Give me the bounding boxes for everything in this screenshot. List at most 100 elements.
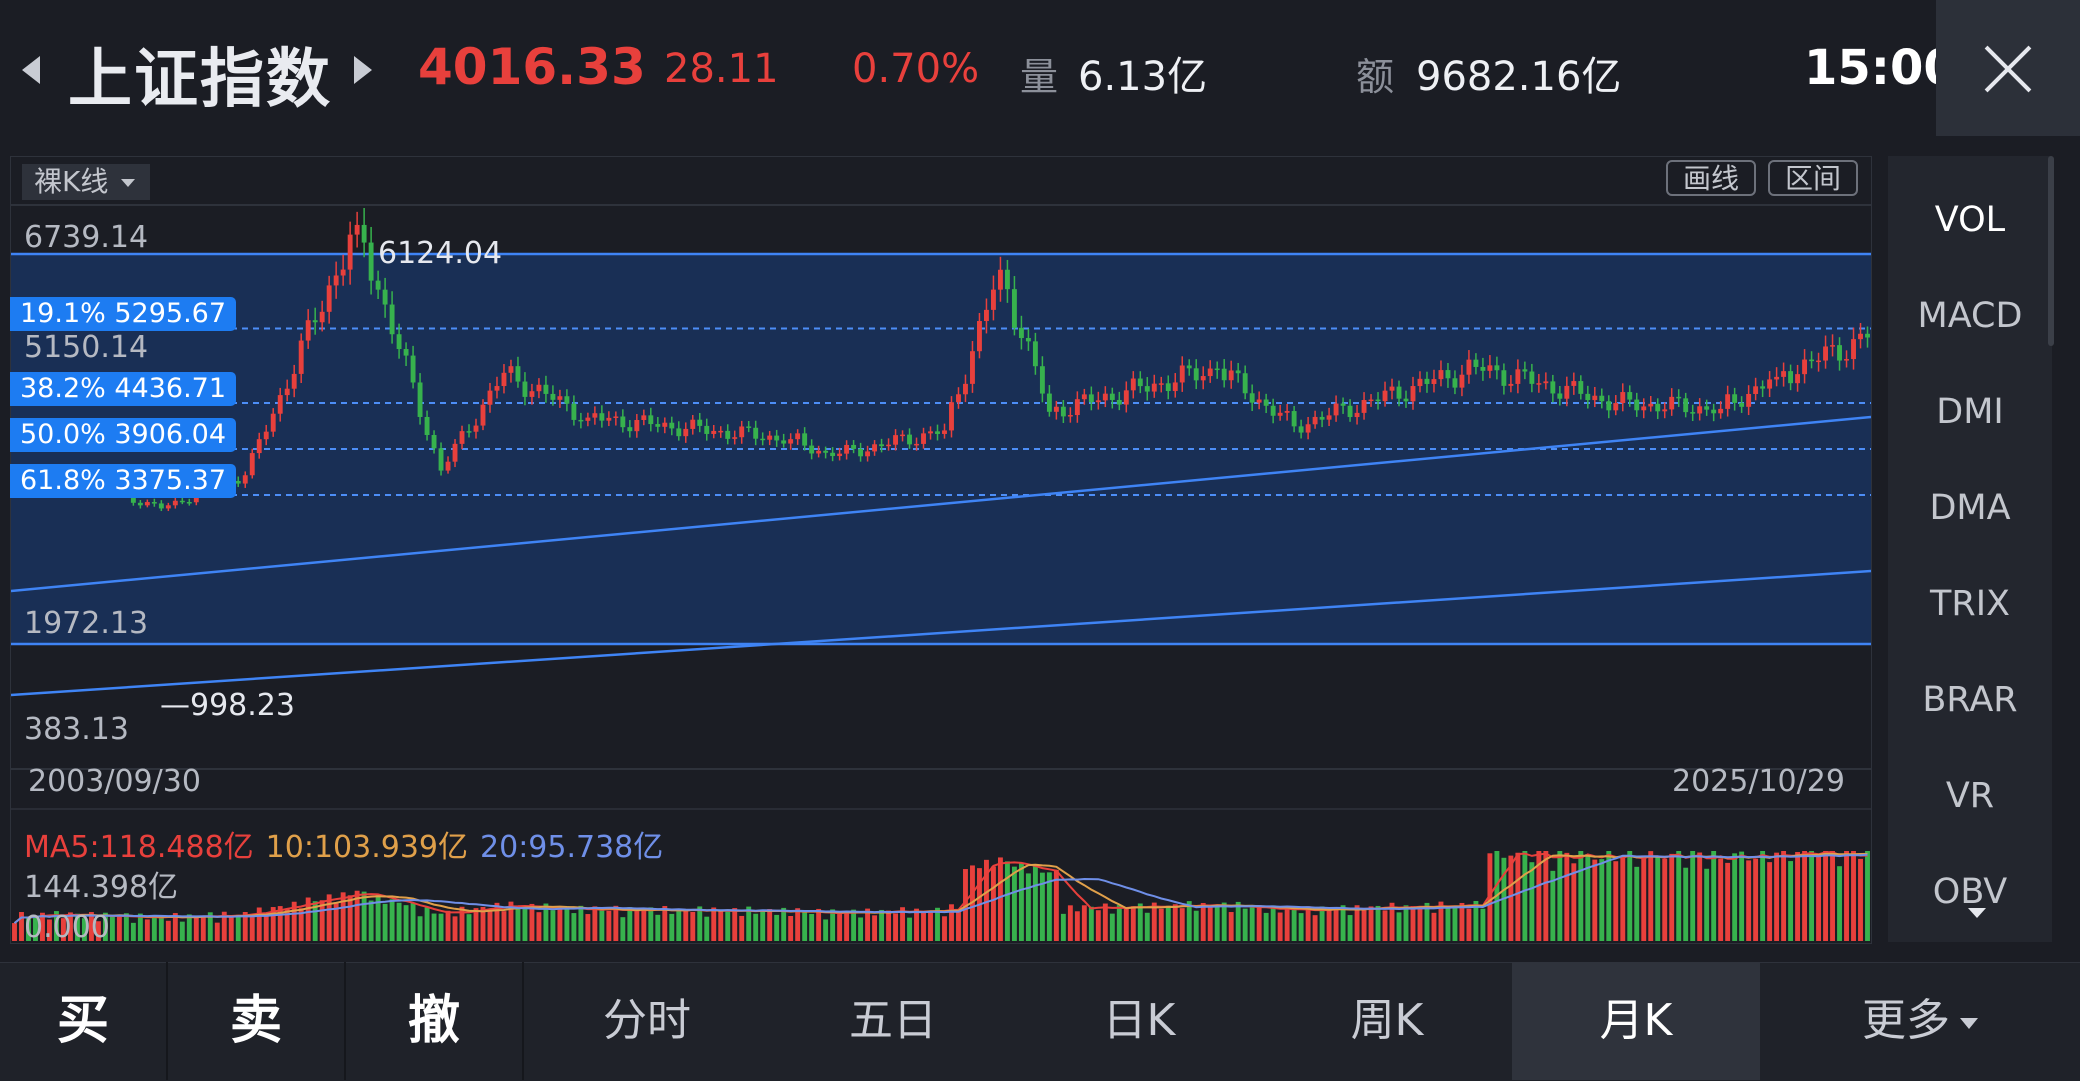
volume-bar bbox=[1823, 851, 1828, 941]
quote-header: 上证指数 4016.33 28.11 0.70% 量 6.13亿 额 9682.… bbox=[0, 0, 2080, 136]
candle-body bbox=[1018, 327, 1024, 339]
indicator-macd[interactable]: MACD bbox=[1917, 296, 2023, 336]
previous-index-arrow-icon[interactable] bbox=[22, 56, 40, 84]
volume-bar bbox=[116, 916, 122, 941]
candle-body bbox=[361, 224, 367, 243]
volume-bar bbox=[935, 907, 940, 941]
cancel-order-button[interactable]: 撤 bbox=[346, 962, 524, 1080]
volume-bar bbox=[851, 909, 857, 941]
volume-bar bbox=[1606, 851, 1612, 941]
candle-body bbox=[536, 384, 542, 392]
candle-body bbox=[816, 450, 822, 454]
indicator-dmi[interactable]: DMI bbox=[1936, 392, 2004, 432]
volume-bar bbox=[1228, 912, 1234, 941]
volume-bar bbox=[88, 912, 94, 941]
sell-button[interactable]: 卖 bbox=[168, 962, 346, 1080]
volume-bar bbox=[886, 910, 892, 941]
volume-bar bbox=[1151, 902, 1157, 941]
kline-chart-panel[interactable] bbox=[10, 156, 1872, 944]
volume-bar bbox=[711, 907, 717, 941]
volume-bar bbox=[1095, 910, 1101, 941]
candle-body bbox=[1466, 359, 1472, 375]
candle-body bbox=[543, 384, 549, 394]
volume-bar bbox=[676, 909, 682, 941]
candle-body bbox=[1522, 369, 1528, 372]
indicator-vr[interactable]: VR bbox=[1945, 776, 1995, 816]
tab-daily-k[interactable]: 日K bbox=[1102, 995, 1176, 1046]
volume-bar bbox=[1802, 851, 1808, 941]
indicator-trix[interactable]: TRIX bbox=[1930, 584, 2010, 624]
volume-bar bbox=[1018, 862, 1024, 941]
tab-weekly-k[interactable]: 周K bbox=[1350, 995, 1424, 1046]
indicator-brar[interactable]: BRAR bbox=[1922, 680, 2018, 720]
volume-bar bbox=[585, 914, 591, 941]
candle-body bbox=[1830, 345, 1835, 347]
candle-body bbox=[627, 427, 633, 432]
candle-body bbox=[1144, 386, 1150, 392]
volume-bar bbox=[1130, 906, 1136, 941]
candle-body bbox=[1837, 345, 1842, 361]
volume-bar bbox=[725, 911, 731, 941]
volume-bar bbox=[95, 921, 101, 941]
tab-five-day[interactable]: 五日 bbox=[849, 995, 937, 1046]
candle-body bbox=[606, 417, 612, 421]
indicator-dma[interactable]: DMA bbox=[1929, 488, 2011, 528]
tab-intraday[interactable]: 分时 bbox=[603, 995, 691, 1046]
volume-bar bbox=[1382, 910, 1388, 941]
volume-bar bbox=[1319, 906, 1325, 941]
candle-body bbox=[1557, 393, 1563, 399]
indicator-vol[interactable]: VOL bbox=[1934, 200, 2006, 240]
volume-bar bbox=[130, 922, 136, 941]
y-axis-label-max: 6739.14 bbox=[24, 220, 149, 255]
draw-line-button[interactable]: 画线 bbox=[1666, 160, 1756, 196]
candle-body bbox=[389, 304, 395, 335]
candle-body bbox=[494, 386, 500, 391]
volume-bar bbox=[809, 913, 815, 941]
tab-monthly-k[interactable]: 月K bbox=[1512, 962, 1760, 1080]
ma20-label: 20:95.738亿 bbox=[480, 830, 664, 865]
candle-body bbox=[865, 451, 871, 457]
volume-bar bbox=[466, 914, 472, 941]
candle-body bbox=[1025, 338, 1031, 342]
close-button[interactable] bbox=[1936, 0, 2080, 136]
volume-bar bbox=[19, 912, 24, 941]
kline-chart[interactable] bbox=[11, 157, 1871, 943]
volume-bar bbox=[172, 913, 178, 941]
candle-body bbox=[1753, 386, 1759, 394]
candle-body bbox=[1795, 374, 1801, 384]
tab-more[interactable]: 更多 bbox=[1760, 962, 2080, 1080]
volume-bar bbox=[865, 908, 871, 941]
y-axis-label-3: 1972.13 bbox=[24, 606, 149, 641]
volume-bar bbox=[361, 891, 367, 941]
candle-body bbox=[928, 431, 933, 434]
candle-body bbox=[1172, 382, 1178, 392]
indicator-obv[interactable]: OBV bbox=[1932, 872, 2008, 912]
volume-bar bbox=[627, 907, 633, 941]
candle-body bbox=[1697, 406, 1703, 414]
candle-body bbox=[1256, 399, 1262, 403]
candle-body bbox=[1032, 341, 1038, 367]
volume-bar bbox=[1284, 906, 1290, 941]
next-index-arrow-icon[interactable] bbox=[354, 56, 372, 84]
chart-type-dropdown[interactable]: 裸K线 bbox=[22, 164, 150, 200]
candle-body bbox=[1634, 399, 1640, 411]
scroll-down-icon[interactable] bbox=[1968, 908, 1986, 918]
buy-button[interactable]: 买 bbox=[0, 962, 168, 1080]
candle-body bbox=[333, 275, 339, 286]
volume-bar bbox=[802, 911, 808, 941]
volume-bar bbox=[487, 909, 493, 941]
volume-bar bbox=[648, 907, 654, 941]
range-select-button[interactable]: 区间 bbox=[1768, 160, 1858, 196]
volume-bar bbox=[417, 916, 423, 941]
volume-bar bbox=[228, 916, 234, 941]
volume-bar bbox=[47, 919, 52, 941]
volume-bar bbox=[1634, 866, 1640, 941]
candle-body bbox=[1039, 366, 1045, 394]
lowest-price-annotation: —998.23 bbox=[160, 688, 295, 723]
candle-body bbox=[1669, 396, 1675, 410]
candlestick-series bbox=[12, 207, 1870, 512]
indicator-menu-scrollbar[interactable] bbox=[2048, 156, 2054, 346]
volume-bar bbox=[739, 915, 745, 941]
volume-bar bbox=[1263, 912, 1269, 941]
candle-body bbox=[1655, 403, 1661, 412]
